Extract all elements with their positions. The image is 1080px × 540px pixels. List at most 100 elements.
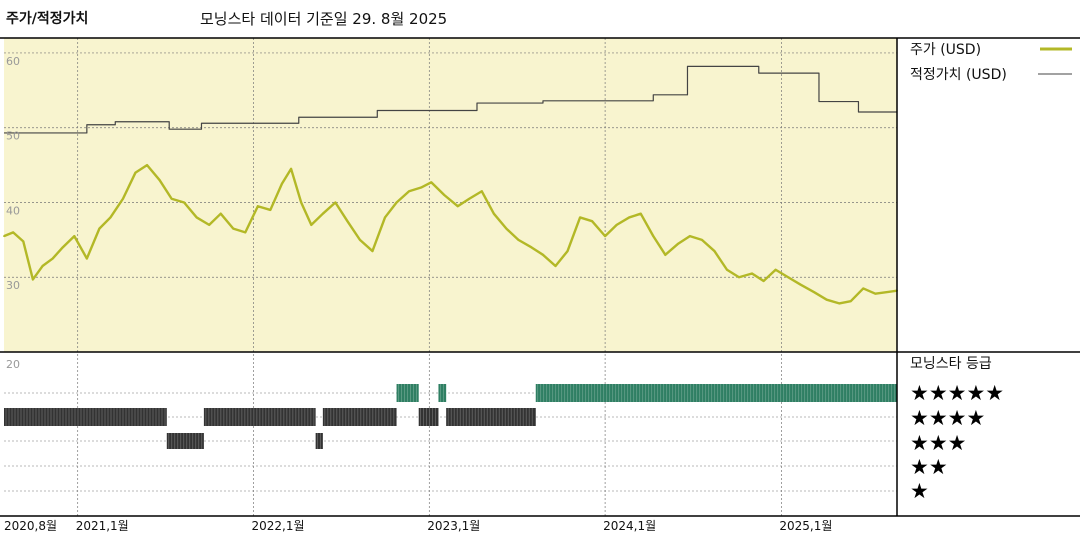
price-point: [774, 268, 777, 271]
price-point: [480, 190, 483, 193]
price-point: [51, 257, 54, 260]
y-tick-label: 20: [6, 358, 20, 371]
y-tick-label: 30: [6, 279, 20, 292]
rating-bars-layer: [4, 384, 897, 449]
price-point: [530, 246, 533, 249]
price-point: [109, 216, 112, 219]
price-point: [639, 212, 642, 215]
price-point: [604, 235, 607, 238]
price-point: [371, 250, 374, 252]
price-point: [579, 216, 581, 219]
x-tick-label: 2020,8월: [4, 519, 57, 533]
rating-label-2-stars: ★★: [910, 455, 948, 479]
price-point: [41, 265, 44, 267]
price-point: [542, 253, 544, 256]
price-point: [269, 209, 272, 211]
price-point: [456, 205, 459, 208]
price-point: [219, 212, 222, 215]
price-point: [652, 235, 655, 238]
price-point: [359, 238, 361, 241]
price-point: [420, 186, 423, 189]
price-point: [408, 190, 410, 193]
grid-layer: [4, 38, 897, 516]
y-tick-label: 40: [6, 204, 20, 217]
lines-layer: [3, 65, 898, 305]
price-point: [443, 194, 446, 196]
chart-header-title: 주가/적정가치: [6, 11, 89, 27]
price-point: [849, 300, 852, 303]
price-point: [677, 242, 680, 245]
price-point: [762, 280, 765, 282]
price-point: [726, 268, 728, 271]
price-point: [628, 216, 631, 219]
rating-bar: [322, 408, 397, 426]
rating-bar: [396, 384, 419, 402]
price-point: [554, 265, 557, 267]
price-point: [158, 179, 161, 181]
y-tick-label: 60: [6, 55, 20, 68]
price-point: [195, 216, 198, 219]
rating-bar: [315, 433, 323, 449]
fair-value-series-line: [4, 65, 897, 134]
price-point: [98, 227, 101, 230]
price-point: [281, 182, 283, 185]
price-point: [232, 227, 235, 230]
price-point: [664, 253, 667, 256]
price-point: [183, 201, 186, 204]
price-point: [12, 231, 15, 234]
price-point: [566, 250, 569, 252]
price-point: [468, 197, 471, 200]
price-point: [505, 227, 508, 230]
x-tick-label: 2024,1월: [603, 519, 656, 533]
price-point: [430, 181, 433, 184]
price-point: [492, 212, 495, 215]
price-point: [517, 238, 520, 241]
price-point: [31, 278, 34, 281]
x-tick-label: 2021,1월: [76, 519, 129, 533]
price-point: [346, 220, 349, 223]
y-tick-label: 50: [6, 130, 20, 143]
price-point: [22, 240, 25, 243]
price-point: [244, 231, 247, 234]
price-point: [862, 287, 865, 290]
legend-price-label: 주가 (USD): [910, 42, 981, 58]
price-point: [395, 201, 398, 204]
price-point: [334, 201, 337, 204]
price-point: [751, 272, 753, 275]
legend-fair-value-label: 적정가치 (USD): [910, 67, 1007, 83]
price-point: [134, 171, 137, 174]
price-point: [813, 291, 816, 294]
price-point: [122, 197, 124, 200]
rating-plot-background: [4, 352, 897, 516]
data-date-subtitle: 모닝스타 데이터 기준일 29. 8월 2025: [200, 10, 448, 28]
price-point: [838, 302, 841, 305]
price-point: [321, 212, 324, 215]
rating-label-3-stars: ★★★: [910, 431, 966, 455]
price-point: [208, 224, 211, 226]
x-tick-label: 2022,1월: [252, 519, 305, 533]
price-point: [787, 276, 790, 279]
price-plot-background: [4, 38, 897, 352]
rating-panel-title: 모닝스타 등급: [910, 356, 992, 372]
price-point: [701, 238, 703, 241]
price-point: [146, 164, 148, 166]
price-point: [310, 224, 313, 226]
rating-bar: [446, 408, 536, 426]
price-point: [738, 276, 740, 279]
axis-layer: 20 30 40 50 60 2020,8월 2021,1월 2022,1월 2023,1월 20…: [4, 55, 832, 533]
price-point: [384, 216, 386, 219]
price-point: [3, 235, 5, 238]
price-point: [688, 235, 691, 238]
price-point: [300, 201, 303, 204]
x-tick-label: 2023,1월: [427, 519, 480, 533]
price-point: [170, 197, 173, 200]
price-point: [713, 250, 716, 252]
rating-bar: [418, 408, 439, 426]
rating-bar: [4, 408, 167, 426]
price-point: [85, 257, 88, 260]
x-tick-label: 2025,1월: [779, 519, 832, 533]
rating-label-5-stars: ★★★★★: [910, 381, 1004, 405]
price-point: [799, 283, 802, 286]
rating-label-4-stars: ★★★★: [910, 406, 985, 430]
